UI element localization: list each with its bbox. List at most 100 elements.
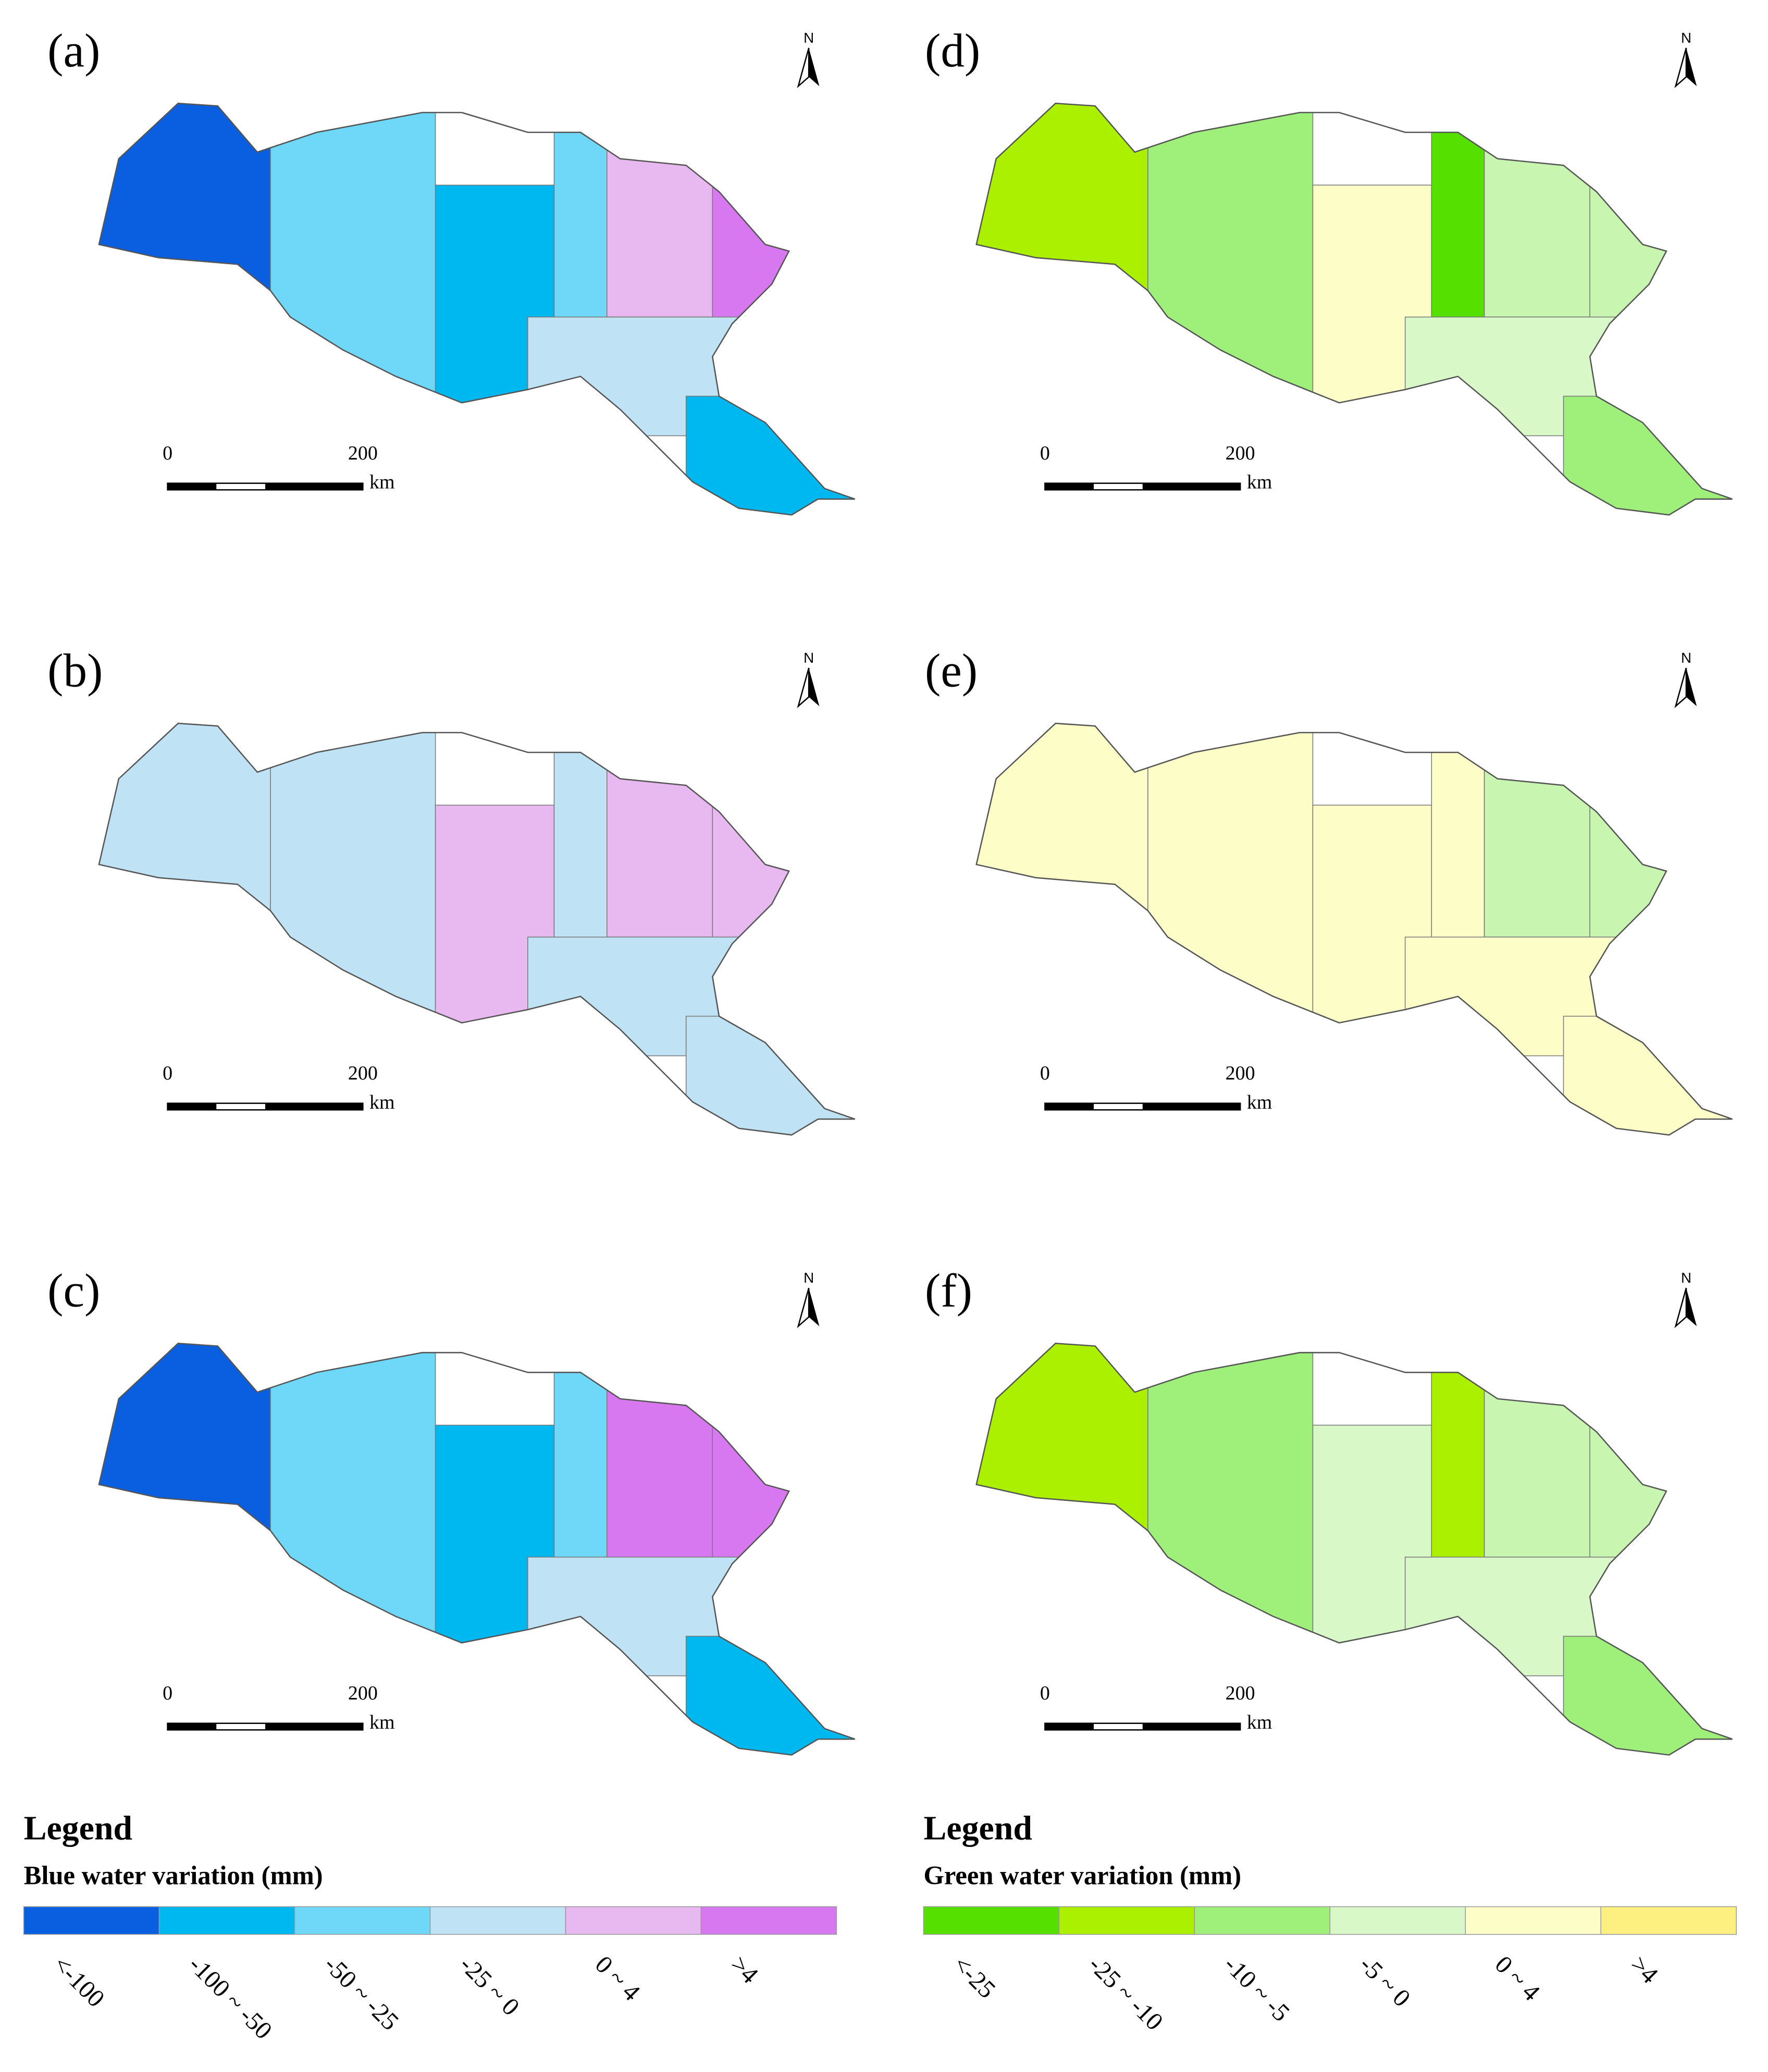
legend-class-label: -5 ~ 0 xyxy=(1354,1951,1416,2012)
north-arrow xyxy=(1674,47,1687,89)
legend-swatch xyxy=(1465,1906,1602,1935)
north-arrow xyxy=(1674,1287,1687,1329)
scale-unit: km xyxy=(369,472,395,493)
legend-swatch xyxy=(294,1906,431,1935)
scale-bar xyxy=(265,1723,363,1730)
legend-class-label: -100 ~ -50 xyxy=(183,1951,278,2045)
north-arrow xyxy=(809,1288,820,1326)
basin-outline xyxy=(975,1343,1733,1756)
scale-label: 0 xyxy=(163,1682,172,1704)
subbasin-region xyxy=(1483,725,1590,938)
legend-class-label: -25 ~ 0 xyxy=(454,1951,525,2021)
scale-label: 0 xyxy=(1040,1682,1050,1704)
legend-class-label: >4 xyxy=(725,1951,764,1989)
subbasin-region xyxy=(270,1343,436,1664)
scale-unit: km xyxy=(369,1711,395,1733)
subbasin-region xyxy=(685,1635,855,1755)
scale-label: 0 xyxy=(1040,1062,1050,1084)
north-label: N xyxy=(803,1270,814,1286)
subbasin-region xyxy=(270,723,436,1043)
north-arrow xyxy=(1674,667,1687,709)
map-panel: (e) N 0 200 km xyxy=(925,644,1733,1136)
scale-label: 200 xyxy=(348,1682,378,1704)
scale-bar xyxy=(1142,483,1241,490)
north-label: N xyxy=(1681,30,1691,46)
legend-swatch xyxy=(565,1906,702,1935)
scale-label: 200 xyxy=(348,1062,378,1084)
subbasin-region xyxy=(1563,395,1733,515)
basin-outline xyxy=(975,103,1733,516)
legend-heading: Legend xyxy=(24,1809,132,1847)
scale-unit: km xyxy=(369,1091,395,1113)
north-arrow xyxy=(797,1287,810,1329)
legend-title: Green water variation (mm) xyxy=(923,1861,1241,1890)
legend-class-label: -10 ~ -5 xyxy=(1219,1951,1295,2027)
scale-bar xyxy=(1142,1103,1241,1110)
subbasin-region xyxy=(1563,1015,1733,1135)
legend-title: Blue water variation (mm) xyxy=(24,1861,323,1890)
scale-bar xyxy=(167,1723,217,1730)
scale-bar xyxy=(1045,483,1094,490)
legend-class-label: 0 ~ 4 xyxy=(1490,1951,1546,2006)
legend-class-label: 0 ~ 4 xyxy=(590,1951,646,2006)
scale-label: 200 xyxy=(1226,442,1255,464)
scale-unit: km xyxy=(1247,472,1272,493)
subbasin-region xyxy=(712,1345,806,1584)
legend-swatch xyxy=(429,1906,566,1935)
north-arrow xyxy=(809,47,820,86)
scale-bar xyxy=(265,1103,363,1110)
subbasin-region xyxy=(1589,105,1683,344)
subbasin-region xyxy=(685,395,855,515)
basin-outline xyxy=(98,723,856,1136)
subbasin-region xyxy=(270,103,436,423)
scale-label: 200 xyxy=(348,442,378,464)
basin-outline xyxy=(98,103,856,516)
scale-label: 200 xyxy=(1226,1682,1255,1704)
subbasin-region xyxy=(1147,723,1314,1043)
panel-label: (a) xyxy=(47,24,100,77)
subbasin-region xyxy=(712,105,806,344)
north-label: N xyxy=(803,30,814,46)
subbasin-region xyxy=(1589,1345,1683,1584)
north-label: N xyxy=(803,650,814,666)
legend-swatch xyxy=(158,1906,295,1935)
map-panel: (f) N 0 200 km xyxy=(925,1264,1733,1756)
subbasin-region xyxy=(1483,105,1590,318)
basin-outline xyxy=(975,723,1733,1136)
scale-bar xyxy=(265,483,363,490)
north-arrow xyxy=(797,47,810,89)
map-panel: (b) N 0 200 km xyxy=(47,644,856,1136)
legend-swatch xyxy=(923,1906,1060,1935)
scale-bar xyxy=(1142,1723,1241,1730)
panel-label: (c) xyxy=(47,1264,100,1317)
scale-unit: km xyxy=(1247,1711,1272,1733)
panel-label: (b) xyxy=(47,644,103,697)
legend-class-label: >4 xyxy=(1625,1951,1664,1989)
scale-label: 200 xyxy=(1226,1062,1255,1084)
legend-heading: Legend xyxy=(923,1809,1032,1847)
subbasin-region xyxy=(712,725,806,964)
scale-label: 0 xyxy=(163,442,172,464)
scale-bar xyxy=(167,483,217,490)
scale-label: 0 xyxy=(1040,442,1050,464)
panel-label: (f) xyxy=(925,1264,972,1317)
legend-swatch xyxy=(700,1906,837,1935)
subbasin-region xyxy=(685,1015,855,1135)
legend-swatch xyxy=(23,1906,160,1935)
north-arrow xyxy=(1686,1288,1697,1326)
legend-swatch xyxy=(1194,1906,1331,1935)
north-arrow xyxy=(1686,668,1697,706)
map-panel: (c) N 0 200 km xyxy=(47,1264,856,1756)
legend-class-label: <-100 xyxy=(48,1951,110,2013)
panel-label: (d) xyxy=(925,24,980,77)
subbasin-region xyxy=(1563,1635,1733,1755)
scale-unit: km xyxy=(1247,1091,1272,1113)
subbasin-region xyxy=(607,1345,713,1558)
basin-outline xyxy=(98,1343,856,1756)
legend-swatch xyxy=(1058,1906,1195,1935)
map-panel: (d) N 0 200 km xyxy=(925,24,1733,516)
legend-class-label: -25 ~ -10 xyxy=(1083,1951,1169,2036)
north-arrow xyxy=(809,668,820,706)
north-arrow xyxy=(797,667,810,709)
